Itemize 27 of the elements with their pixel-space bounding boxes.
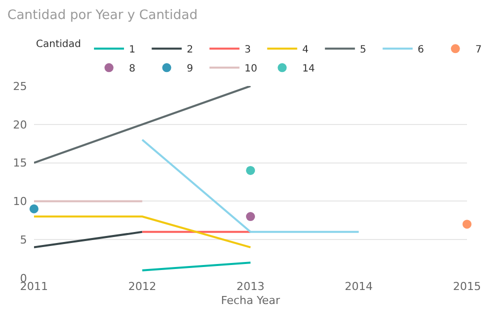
x-tick-label: 2013 bbox=[236, 280, 264, 293]
x-tick-label: 2012 bbox=[128, 280, 156, 293]
y-tick-label: 10 bbox=[13, 195, 27, 208]
legend-label: 4 bbox=[302, 44, 309, 56]
legend-title: Cantidad bbox=[36, 39, 81, 50]
legend-label: 3 bbox=[244, 44, 251, 56]
legend-label: 14 bbox=[302, 64, 315, 75]
legend-label: 2 bbox=[186, 44, 194, 56]
x-axis-title: Fecha Year bbox=[220, 294, 280, 308]
point bbox=[246, 212, 255, 222]
y-tick-label: 15 bbox=[13, 156, 27, 170]
x-tick-label: 2014 bbox=[344, 280, 373, 293]
point bbox=[462, 220, 472, 229]
legend-label: 9 bbox=[186, 64, 194, 75]
legend-label: 8 bbox=[128, 64, 136, 75]
y-tick-label: 25 bbox=[13, 80, 27, 93]
legend-label: 5 bbox=[360, 44, 366, 56]
legend-label: 6 bbox=[418, 44, 424, 56]
point bbox=[30, 204, 38, 214]
legend-label: 7 bbox=[475, 44, 482, 56]
chart-title: Cantidad por Year y Cantidad bbox=[7, 8, 198, 23]
y-tick-label: 5 bbox=[20, 233, 27, 246]
legend-label: 1 bbox=[128, 44, 136, 56]
x-tick-label: 2015 bbox=[453, 280, 481, 293]
y-tick-label: 20 bbox=[13, 118, 27, 132]
point bbox=[246, 166, 255, 175]
legend-label: 10 bbox=[244, 64, 258, 75]
